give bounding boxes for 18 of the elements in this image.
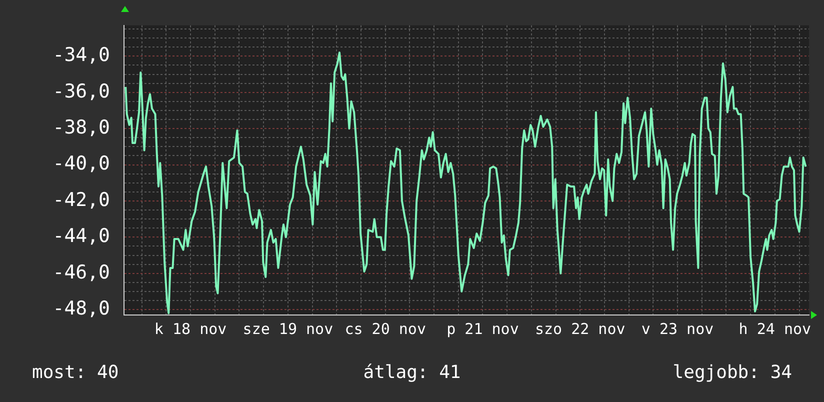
text: legjobb: 34 [672,362,792,383]
x-tick-label: szo 22 nov [534,320,626,338]
x-tick-label: cs 20 nov [344,320,426,338]
text: átlag: 41 [363,362,461,383]
y-tick-label: -40,0 [52,152,110,175]
x-tick-label: p 21 nov [446,320,519,338]
y-tick-label: -48,0 [52,298,110,320]
text: most: 40 [32,362,119,383]
x-tick-label: v 23 nov [641,320,714,338]
y-tick-label: -36,0 [52,80,110,102]
y-tick-label: -46,0 [52,261,110,284]
y-tick-label: -34,0 [52,44,110,66]
x-tick-label: sze 19 nov [242,320,334,338]
y-tick-label: -42,0 [52,188,110,211]
y-tick-label: -38,0 [52,116,110,139]
y-tick-label: -44,0 [52,225,110,248]
x-tick-label: k 18 nov [154,320,227,338]
x-tick-label: h 24 nov [738,320,812,338]
